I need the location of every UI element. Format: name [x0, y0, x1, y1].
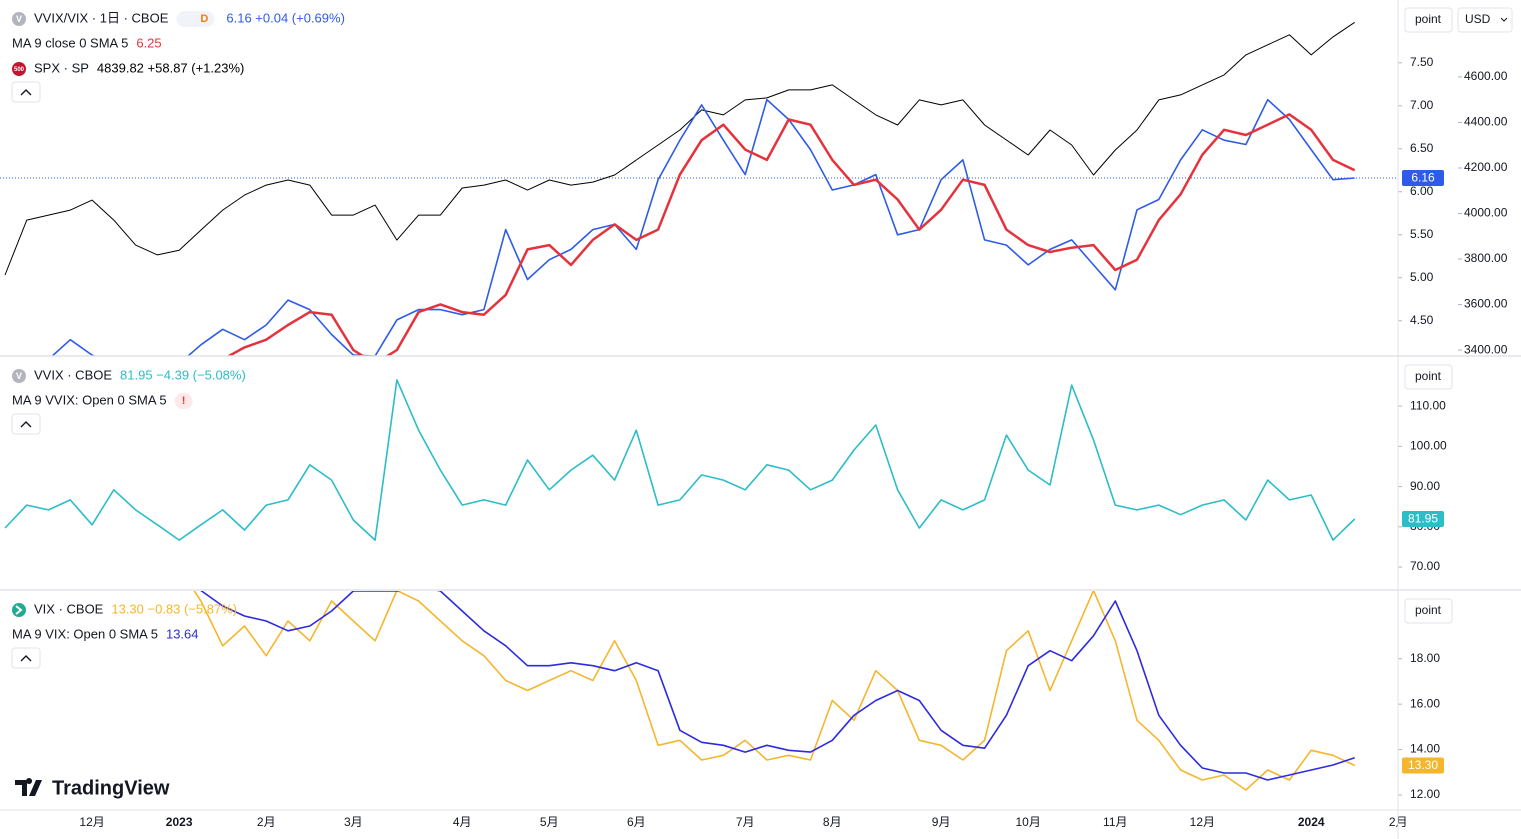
series-line	[51, 98, 1355, 356]
legend-name: MA 9 VVIX: Open 0 SMA 5	[12, 392, 167, 407]
legend-icon	[12, 369, 26, 383]
y2-tick-label: 4000.00	[1464, 206, 1508, 220]
x-tick-label: 11月	[1103, 815, 1127, 829]
y-tick-label: 4.50	[1410, 313, 1434, 327]
legend-icon	[12, 62, 26, 76]
series-line	[193, 591, 1356, 791]
y-tick-label: 7.50	[1410, 55, 1434, 69]
collapse-chevron	[20, 421, 32, 428]
legend-value: 81.95 −4.39 (−5.08%)	[120, 367, 246, 382]
scale-button[interactable]	[1404, 598, 1453, 624]
legend-icon-text: V	[16, 14, 22, 24]
legend-name: MA 9 close 0 SMA 5	[12, 35, 128, 50]
x-tick-label: 12月	[1190, 815, 1215, 829]
series-lines	[193, 591, 1356, 791]
y-tick-label: 6.50	[1410, 141, 1434, 155]
y-tick-label: 5.50	[1410, 227, 1434, 241]
price-badge	[1402, 510, 1444, 527]
price-badge-text: 81.95	[1408, 512, 1438, 526]
series-line	[4, 379, 1356, 541]
x-tick-label: 2月	[257, 815, 276, 829]
collapse-button[interactable]	[11, 413, 41, 435]
y2-tick-label: 4200.00	[1464, 160, 1508, 174]
y-tick-label: 7.00	[1410, 98, 1434, 112]
x-tick-label: 3月	[344, 815, 363, 829]
legend-badge	[174, 393, 193, 409]
x-tick-label: 5月	[540, 815, 559, 829]
scale-button-text: point	[1415, 12, 1442, 26]
x-tick-label: 12月	[79, 815, 104, 829]
series-lines	[4, 379, 1356, 541]
currency-button[interactable]	[1457, 7, 1513, 33]
legend-value: 6.25	[136, 35, 161, 50]
legend-icon	[12, 603, 26, 617]
scale-button-text: point	[1415, 603, 1442, 617]
y-tick-label: 5.00	[1410, 270, 1434, 284]
currency-chevron	[1500, 17, 1508, 22]
legend-icon-text: 500	[14, 67, 25, 73]
series-line	[4, 21, 1355, 276]
y2-tick-label: 3800.00	[1464, 251, 1508, 265]
tradingview-logo: TradingView	[15, 777, 170, 799]
legend-icon-arrow	[15, 605, 23, 615]
scale-button[interactable]	[1404, 364, 1453, 390]
legend-name: MA 9 VIX: Open 0 SMA 5	[12, 626, 158, 641]
scale-button-text: point	[1415, 369, 1442, 383]
legend-badge-text: D	[200, 13, 208, 25]
y2-tick-label: 3400.00	[1464, 342, 1508, 356]
logo-text: TradingView	[52, 777, 170, 799]
legend-value: 13.64	[166, 626, 199, 641]
y-tick-label: 110.00	[1410, 398, 1446, 412]
y-tick-label: 70.00	[1410, 559, 1440, 573]
y-tick-label: 90.00	[1410, 479, 1440, 493]
y-tick-label: 12.00	[1410, 787, 1440, 801]
y2-tick-label: 3600.00	[1464, 297, 1508, 311]
price-badge-text: 13.30	[1408, 758, 1438, 772]
currency-text: USD	[1465, 12, 1491, 26]
legend-value: 13.30 −0.83 (−5.87%)	[111, 601, 237, 616]
collapse-chevron	[20, 655, 32, 662]
legend-name: SPX · SP	[34, 60, 89, 75]
price-badge-text: 6.16	[1411, 171, 1435, 185]
legend-name: VVIX/VIX · 1日 · CBOE	[34, 10, 169, 25]
legend-value: 4839.82 +58.87 (+1.23%)	[97, 60, 244, 75]
legend-value: 6.16 +0.04 (+0.69%)	[226, 10, 345, 25]
collapse-button[interactable]	[11, 81, 41, 103]
x-tick-label: 10月	[1016, 815, 1041, 829]
legend-icon	[12, 12, 26, 26]
x-tick-label: 7月	[736, 815, 755, 829]
collapse-chevron	[20, 89, 32, 96]
series-line	[199, 591, 1355, 781]
legend-badge-text: !	[182, 395, 186, 407]
x-tick-label: 2023	[166, 815, 193, 829]
price-badge	[1402, 170, 1444, 186]
scale-button[interactable]	[1404, 7, 1453, 33]
y-tick-label: 6.00	[1410, 184, 1434, 198]
legend-icon-text: V	[16, 371, 22, 381]
y2-tick-label: 4400.00	[1464, 115, 1508, 129]
x-tick-label: 6月	[627, 815, 646, 829]
logo-icon	[15, 778, 42, 796]
y-tick-label: 18.00	[1410, 651, 1440, 665]
x-tick-label: 2024	[1298, 815, 1325, 829]
x-tick-label: 8月	[823, 815, 842, 829]
y-tick-label: 14.00	[1410, 742, 1440, 756]
y2-tick-label: 4600.00	[1464, 69, 1508, 83]
y-tick-label: 16.00	[1410, 696, 1440, 710]
legend-name: VVIX · CBOE	[34, 367, 112, 382]
legend-name: VIX · CBOE	[34, 601, 104, 616]
price-badge	[1402, 757, 1444, 774]
x-tick-label: 4月	[453, 815, 472, 829]
legend-badge	[176, 11, 215, 27]
x-tick-label: 9月	[932, 815, 951, 829]
collapse-button[interactable]	[11, 647, 41, 669]
y-tick-label: 100.00	[1410, 439, 1447, 453]
